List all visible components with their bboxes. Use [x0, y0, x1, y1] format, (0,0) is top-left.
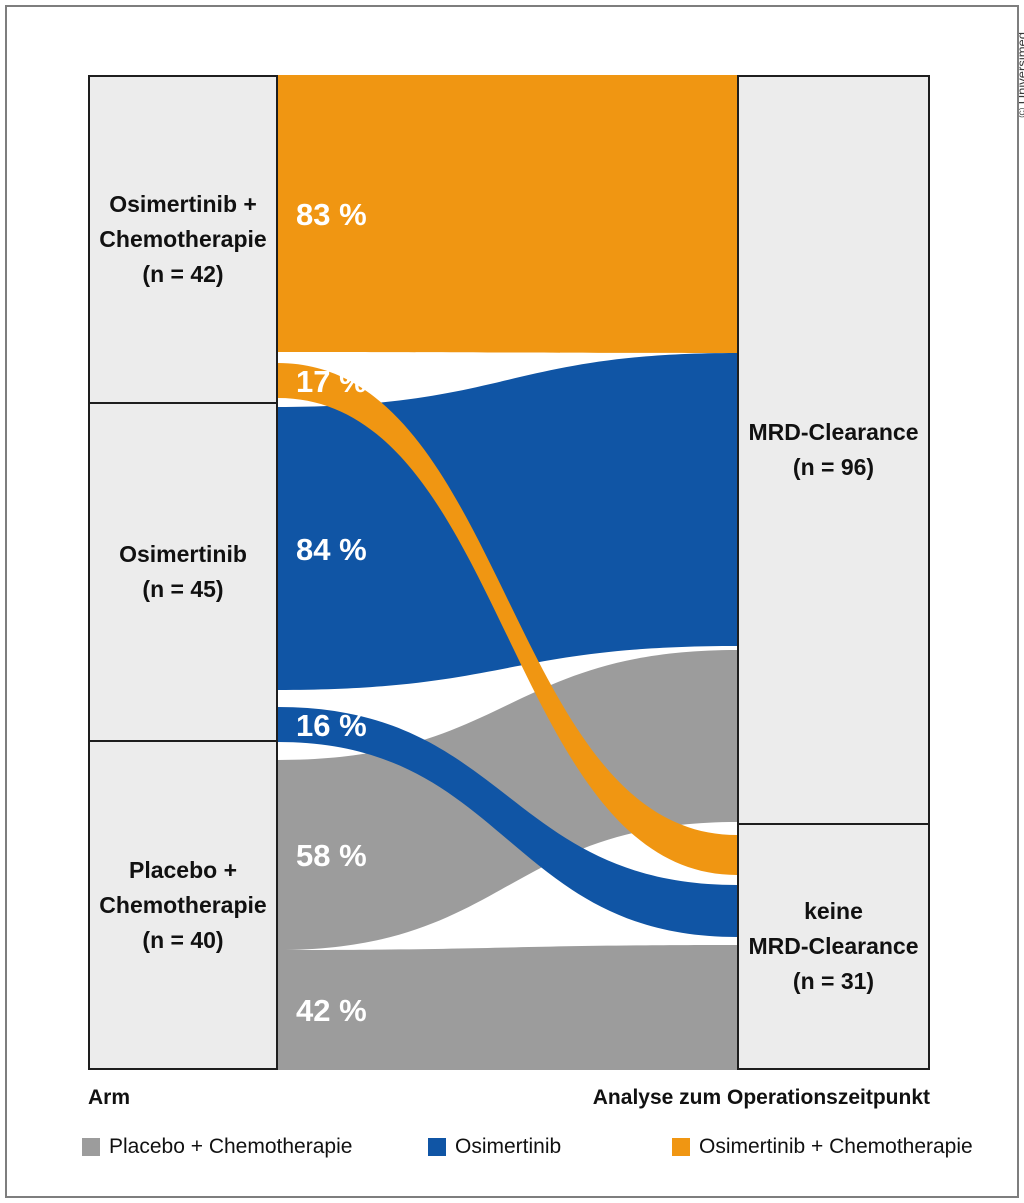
outcome-node-label-line: MRD-Clearance	[748, 419, 919, 445]
legend-label: Osimertinib + Chemotherapie	[699, 1135, 973, 1158]
arm-node-label-line: Osimertinib +	[109, 191, 257, 217]
arm-node-label-line: Osimertinib	[119, 541, 247, 567]
arm-node-label-line: (n = 40)	[142, 926, 224, 953]
arm-node-label-line: Placebo +	[128, 856, 238, 883]
outcome-node-keine-mrd-clearance: keine MRD-Clearance (n = 31)	[737, 823, 930, 1070]
legend-swatch-blue	[428, 1138, 446, 1156]
flow-percent-label-osi-chemo-to-mrd: 83 %	[296, 197, 367, 232]
arm-node-label-line: (n = 42)	[142, 261, 224, 287]
legend-swatch-gray	[82, 1138, 100, 1156]
sankey-flow-placebo-to-keine-mrd	[278, 945, 737, 1070]
legend-item-placebo-chemotherapie: Placebo + Chemotherapie	[82, 1135, 352, 1159]
arm-node-label-line: Chemotherapie	[99, 891, 267, 918]
flow-percent-label-placebo-to-keine-mrd: 42 %	[296, 993, 367, 1028]
right-axis-label: Analyse zum Operationszeitpunkt	[592, 1086, 930, 1109]
arm-node-label-line: (n = 45)	[142, 576, 224, 602]
legend-item-osimertinib-chemotherapie: Osimertinib + Chemotherapie	[672, 1135, 973, 1159]
outcome-node-label-line: (n = 96)	[792, 454, 875, 480]
legend-label: Osimertinib	[455, 1135, 562, 1158]
sankey-flow-osi-chemo-to-mrd	[278, 75, 737, 353]
flow-percent-label-osi-to-keine-mrd: 16 %	[296, 708, 367, 743]
flow-percent-label-osi-to-mrd: 84 %	[296, 532, 367, 567]
sankey-flow-osi-chemo-to-keine-mrd	[278, 363, 737, 875]
flow-percent-label-osi-chemo-to-keine-mrd: 17 %	[296, 364, 367, 399]
left-axis-label: Arm	[88, 1086, 131, 1109]
legend-swatch-orange	[672, 1138, 690, 1156]
copyright-notice: © Universimed	[1014, 32, 1024, 117]
arm-node-osimertinib: Osimertinib (n = 45)	[88, 402, 278, 742]
arm-node-osimertinib-chemotherapie: Osimertinib + Chemotherapie (n = 42)	[88, 75, 278, 404]
outcome-node-label-line: keine	[804, 898, 863, 924]
outcome-node-mrd-clearance: MRD-Clearance (n = 96)	[737, 75, 930, 825]
arm-node-label-line: Chemotherapie	[99, 226, 267, 252]
flow-percent-label-placebo-to-mrd: 58 %	[296, 838, 367, 873]
legend-item-osimertinib: Osimertinib	[428, 1135, 561, 1159]
legend-label: Placebo + Chemotherapie	[109, 1135, 353, 1158]
outcome-node-label-line: MRD-Clearance	[748, 933, 919, 959]
outcome-node-label-line: (n = 31)	[792, 968, 875, 994]
arm-node-placebo-chemotherapie: Placebo + Chemotherapie (n = 40)	[88, 740, 278, 1070]
sankey-flow-osi-to-keine-mrd	[278, 707, 737, 937]
